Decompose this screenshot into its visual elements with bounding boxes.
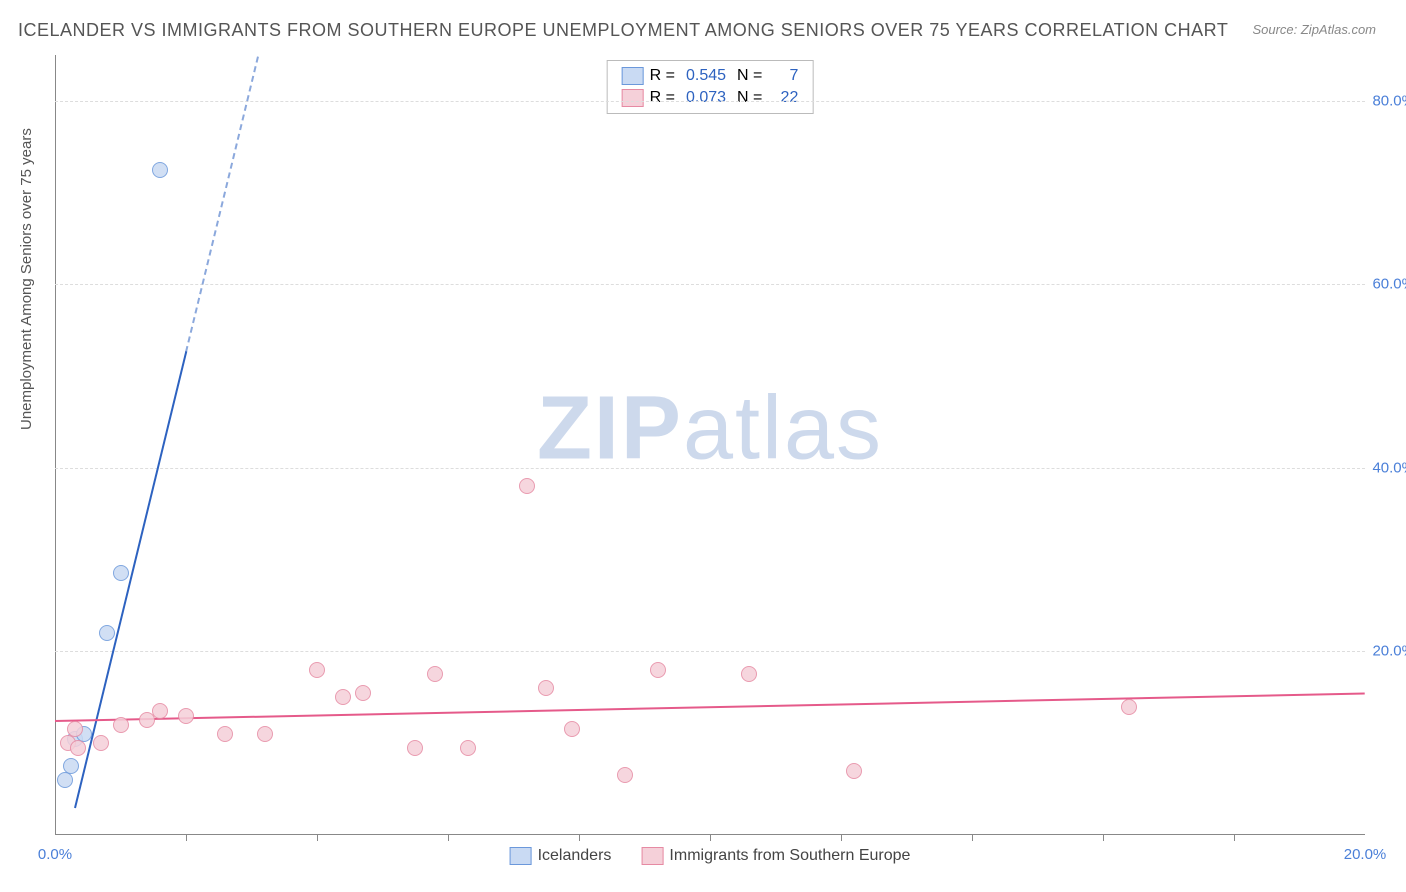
grid-line	[55, 468, 1365, 469]
legend-swatch-icon	[510, 847, 532, 865]
legend-row-immigrants: R = 0.073 N = 22	[622, 87, 799, 109]
data-point	[152, 162, 168, 178]
x-tick-mark	[1103, 835, 1104, 841]
n-value-icelanders: 7	[768, 67, 798, 85]
data-point	[538, 680, 554, 696]
data-point	[99, 625, 115, 641]
data-point	[217, 726, 233, 742]
data-point	[846, 763, 862, 779]
x-tick-label: 0.0%	[38, 846, 72, 863]
x-tick-mark	[579, 835, 580, 841]
legend-swatch-icon	[641, 847, 663, 865]
data-point	[460, 740, 476, 756]
data-point	[427, 666, 443, 682]
watermark: ZIPatlas	[537, 378, 883, 481]
legend-swatch-icelanders	[622, 67, 644, 85]
x-tick-mark	[1234, 835, 1235, 841]
legend-item-icelanders: Icelanders	[510, 847, 612, 865]
x-tick-mark	[186, 835, 187, 841]
y-tick-label: 40.0%	[1355, 459, 1406, 476]
data-point	[650, 662, 666, 678]
watermark-zip: ZIP	[537, 379, 683, 479]
grid-line	[55, 651, 1365, 652]
data-point	[407, 740, 423, 756]
n-value-immigrants: 22	[768, 89, 798, 107]
x-tick-mark	[710, 835, 711, 841]
data-point	[93, 735, 109, 751]
n-label: N =	[737, 89, 762, 107]
y-tick-label: 20.0%	[1355, 643, 1406, 660]
data-point	[617, 767, 633, 783]
y-axis	[55, 55, 56, 835]
legend-series: Icelanders Immigrants from Southern Euro…	[510, 847, 911, 865]
r-value-icelanders: 0.545	[681, 67, 731, 85]
source-label: Source: ZipAtlas.com	[1252, 22, 1376, 37]
data-point	[1121, 699, 1137, 715]
data-point	[178, 708, 194, 724]
data-point	[113, 717, 129, 733]
x-tick-mark	[448, 835, 449, 841]
x-tick-label: 20.0%	[1344, 846, 1387, 863]
watermark-atlas: atlas	[683, 379, 883, 479]
data-point	[67, 721, 83, 737]
chart-title: ICELANDER VS IMMIGRANTS FROM SOUTHERN EU…	[18, 20, 1228, 41]
grid-line	[55, 101, 1365, 102]
data-point	[741, 666, 757, 682]
legend-stats: R = 0.545 N = 7 R = 0.073 N = 22	[607, 60, 814, 114]
legend-item-immigrants: Immigrants from Southern Europe	[641, 847, 910, 865]
data-point	[335, 689, 351, 705]
data-point	[519, 478, 535, 494]
data-point	[257, 726, 273, 742]
y-tick-label: 80.0%	[1355, 92, 1406, 109]
y-tick-label: 60.0%	[1355, 276, 1406, 293]
legend-label-icelanders: Icelanders	[538, 847, 612, 864]
x-tick-mark	[841, 835, 842, 841]
data-point	[309, 662, 325, 678]
legend-row-icelanders: R = 0.545 N = 7	[622, 65, 799, 87]
data-point	[63, 758, 79, 774]
data-point	[113, 565, 129, 581]
data-point	[57, 772, 73, 788]
data-point	[70, 740, 86, 756]
plot-area: ZIPatlas R = 0.545 N = 7 R = 0.073 N = 2…	[55, 55, 1365, 835]
data-point	[355, 685, 371, 701]
r-label: R =	[650, 89, 675, 107]
grid-line	[55, 284, 1365, 285]
data-point	[152, 703, 168, 719]
r-value-immigrants: 0.073	[681, 89, 731, 107]
r-label: R =	[650, 67, 675, 85]
y-axis-label: Unemployment Among Seniors over 75 years	[18, 128, 35, 430]
n-label: N =	[737, 67, 762, 85]
trend-line	[74, 351, 187, 808]
trend-line	[55, 693, 1365, 723]
x-tick-mark	[317, 835, 318, 841]
legend-swatch-immigrants	[622, 89, 644, 107]
legend-label-immigrants: Immigrants from Southern Europe	[669, 847, 910, 864]
x-tick-mark	[972, 835, 973, 841]
data-point	[564, 721, 580, 737]
